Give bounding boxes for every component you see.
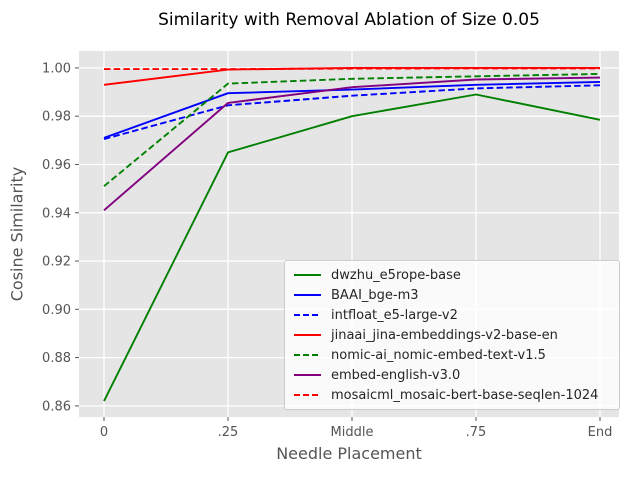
- y-tick-label: 1.00: [42, 61, 71, 76]
- legend-label: intfloat_e5-large-v2: [331, 307, 458, 323]
- series-line-mosaicml_mosaic-bert-base-seqlen-1024: [104, 67, 600, 71]
- x-tick-label: End: [588, 425, 613, 440]
- y-tick-label: 0.96: [42, 158, 71, 173]
- legend-line-sample: [294, 374, 321, 376]
- x-tick-label: 0: [100, 425, 108, 440]
- y-tick-label: 0.88: [42, 351, 71, 366]
- legend-label: embed-english-v3.0: [331, 367, 461, 383]
- y-tick-label: 0.92: [42, 255, 71, 270]
- series-line-nomic-ai_nomic-embed-text-v1.5: [103, 72, 601, 187]
- legend-label: BAAI_bge-m3: [331, 287, 419, 303]
- legend-line-sample: [294, 294, 321, 296]
- x-axis-label: Needle Placement: [276, 444, 422, 463]
- legend-line-sample: [294, 354, 321, 356]
- x-tick-label: Middle: [331, 425, 374, 440]
- legend-line-sample: [294, 394, 321, 396]
- legend-label: mosaicml_mosaic-bert-base-seqlen-1024: [331, 387, 599, 403]
- legend-item: intfloat_e5-large-v2: [294, 306, 610, 325]
- legend-item: jinaai_jina-embeddings-v2-base-en: [294, 326, 610, 345]
- legend-item: embed-english-v3.0: [294, 366, 610, 385]
- x-tick-label: .25: [218, 425, 239, 440]
- series-line-BAAI_bge-m3: [103, 80, 601, 139]
- legend-item: dwzhu_e5rope-base: [294, 266, 610, 285]
- x-tick-label: .75: [466, 425, 487, 440]
- y-tick-label: 0.98: [42, 110, 71, 125]
- chart-title: Similarity with Removal Ablation of Size…: [158, 10, 540, 30]
- legend: dwzhu_e5rope-base BAAI_bge-m3 intfloat_e5-…: [284, 260, 620, 410]
- series-line-dwzhu_e5rope-base: [103, 93, 601, 402]
- legend-label: jinaai_jina-embeddings-v2-base-en: [331, 327, 558, 343]
- y-tick-label: 0.90: [42, 303, 71, 318]
- legend-item: BAAI_bge-m3: [294, 286, 610, 305]
- legend-label: dwzhu_e5rope-base: [331, 267, 461, 283]
- y-tick-label: 0.86: [42, 399, 71, 414]
- y-tick-label: 0.94: [42, 206, 71, 221]
- series-line-intfloat_e5-large-v2: [103, 84, 601, 141]
- legend-item: mosaicml_mosaic-bert-base-seqlen-1024: [294, 386, 610, 405]
- legend-line-sample: [294, 314, 321, 316]
- y-axis-label-text: Cosine Similarity: [7, 166, 27, 302]
- series-line-embed-english-v3.0: [103, 76, 601, 212]
- legend-line-sample: [294, 334, 321, 336]
- legend-label: nomic-ai_nomic-embed-text-v1.5: [331, 347, 546, 363]
- legend-item: nomic-ai_nomic-embed-text-v1.5: [294, 346, 610, 365]
- legend-line-sample: [294, 274, 321, 276]
